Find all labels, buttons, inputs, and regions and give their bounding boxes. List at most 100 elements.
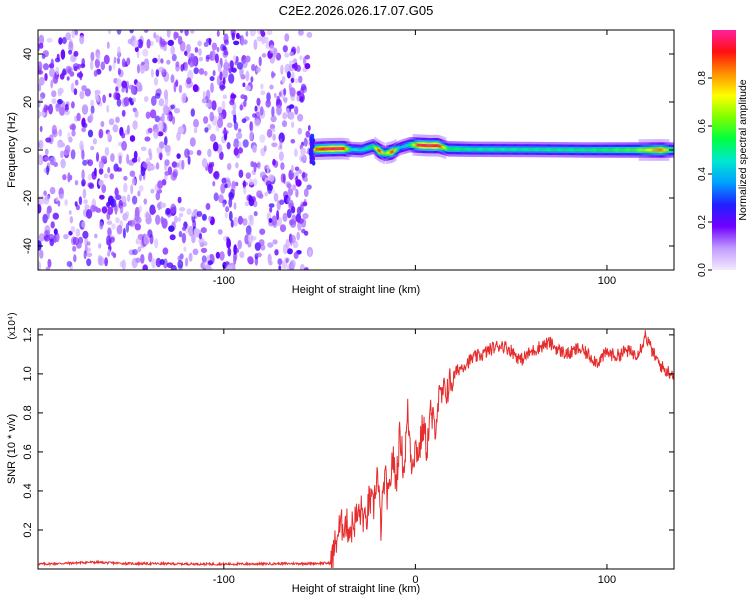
noise-speckle [46, 206, 51, 214]
noise-speckle [70, 82, 75, 93]
noise-speckle [90, 99, 95, 108]
noise-speckle [268, 203, 275, 208]
noise-speckle [106, 105, 110, 113]
signal-band [351, 148, 353, 151]
noise-speckle [238, 128, 242, 133]
noise-speckle [178, 212, 184, 218]
noise-speckle [222, 94, 228, 100]
noise-speckle [159, 259, 165, 265]
signal-band [556, 148, 558, 152]
noise-speckle [160, 202, 167, 208]
noise-speckle [65, 32, 71, 41]
noise-speckle [38, 204, 42, 214]
noise-speckle [226, 142, 231, 150]
signal-band [323, 147, 325, 151]
noise-speckle [168, 225, 175, 232]
noise-speckle [233, 55, 237, 61]
signal-band [526, 148, 528, 151]
signal-band [358, 148, 361, 152]
noise-speckle [205, 102, 211, 108]
noise-speckle [64, 199, 68, 206]
noise-speckle [229, 99, 235, 106]
noise-speckle [196, 211, 203, 217]
signal-band [336, 147, 339, 151]
noise-speckle [278, 91, 282, 97]
noise-speckle [138, 185, 144, 192]
signal-band [661, 148, 663, 152]
noise-speckle [142, 48, 149, 57]
noise-speckle [68, 49, 73, 55]
noise-speckle [299, 153, 306, 163]
noise-speckle [298, 169, 302, 175]
noise-speckle [125, 222, 130, 233]
noise-speckle [158, 141, 165, 149]
onset-speckle [309, 159, 313, 165]
noise-speckle [235, 248, 240, 254]
noise-speckle [53, 228, 58, 235]
signal-band [410, 143, 412, 147]
signal-band [651, 148, 654, 152]
signal-band [648, 148, 650, 152]
noise-speckle [44, 194, 50, 201]
noise-speckle [245, 225, 252, 236]
signal-band [479, 147, 481, 151]
signal-band [641, 148, 643, 152]
noise-speckle [104, 257, 108, 267]
noise-speckle [108, 65, 112, 72]
signal-band [519, 148, 522, 151]
signal-band [570, 148, 572, 152]
noise-speckle [47, 258, 51, 267]
noise-speckle [129, 170, 136, 177]
noise-speckle [196, 149, 202, 156]
signal-band [350, 147, 352, 151]
signal-band [446, 146, 448, 150]
signal-band [329, 147, 331, 151]
noise-speckle [266, 92, 271, 102]
signal-band [551, 148, 553, 152]
noise-speckle [269, 84, 274, 90]
noise-speckle [62, 174, 67, 181]
signal-band [465, 147, 467, 151]
noise-speckle [87, 173, 92, 181]
signal-band [441, 145, 443, 149]
noise-speckle [101, 184, 107, 194]
signal-band [595, 148, 597, 152]
signal-band [495, 147, 498, 151]
noise-speckle [98, 168, 104, 175]
noise-speckle [269, 44, 275, 54]
signal-band [339, 147, 341, 151]
noise-speckle [46, 165, 50, 176]
signal-band [605, 148, 607, 152]
noise-speckle [222, 77, 226, 85]
noise-speckle [80, 63, 86, 69]
noise-speckle [301, 172, 308, 179]
noise-speckle [226, 264, 232, 270]
signal-band [316, 147, 318, 151]
signal-band [333, 147, 336, 151]
signal-band [630, 148, 633, 152]
snr-y-tick-label: 1.0 [22, 366, 34, 381]
noise-speckle [115, 217, 120, 224]
noise-speckle [282, 212, 288, 222]
noise-speckle [201, 98, 207, 104]
noise-speckle [177, 217, 181, 222]
noise-speckle [230, 93, 237, 99]
signal-band [395, 148, 397, 152]
noise-speckle [137, 246, 142, 253]
noise-speckle [137, 190, 141, 197]
noise-speckle [86, 252, 93, 258]
noise-speckle [158, 98, 165, 107]
noise-speckle [39, 249, 44, 259]
signal-band [622, 148, 624, 152]
noise-speckle [177, 35, 183, 45]
signal-band [406, 144, 409, 147]
signal-band [378, 149, 381, 153]
noise-speckle [112, 61, 116, 70]
signal-band [409, 143, 411, 147]
noise-speckle [214, 53, 219, 64]
signal-band [320, 147, 322, 151]
signal-band [429, 144, 432, 148]
noise-speckle [290, 219, 297, 228]
signal-band [404, 144, 407, 148]
signal-band [635, 148, 637, 152]
